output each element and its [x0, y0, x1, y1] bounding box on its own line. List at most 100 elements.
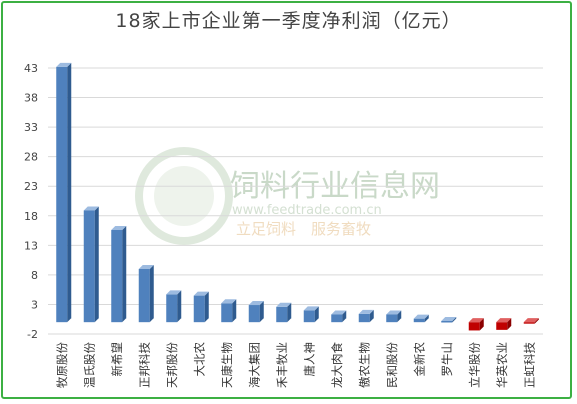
bar-top — [276, 302, 292, 307]
bar-top — [83, 206, 99, 211]
bar-face — [523, 322, 535, 324]
bar — [193, 291, 209, 323]
bar — [413, 314, 429, 323]
bar-side — [232, 299, 237, 323]
bar-series — [56, 62, 539, 331]
bar-face — [166, 294, 178, 323]
x-tick-label: 天康生物 — [220, 342, 234, 388]
x-tick-label: 唐人神 — [302, 342, 316, 377]
x-tick-label: 牧原股份 — [55, 342, 69, 388]
bar-top — [56, 62, 72, 67]
bar-face — [138, 268, 150, 323]
bar-face — [56, 66, 68, 323]
bar-face — [111, 229, 123, 323]
x-tick-label: 罗牛山 — [440, 342, 454, 377]
x-tick-label: 新希望 — [110, 342, 124, 377]
bar — [496, 318, 512, 330]
bar-side — [507, 318, 512, 330]
watermark-url: www.feedtrade.com.cn — [232, 203, 382, 218]
bar — [331, 310, 347, 323]
y-tick-label: -2 — [27, 328, 38, 341]
x-tick-label: 海大集团 — [247, 342, 261, 388]
bar-face — [496, 322, 508, 330]
bar-top — [413, 314, 429, 319]
x-tick-label: 正虹科技 — [522, 342, 536, 388]
y-tick-label: 13 — [24, 239, 38, 252]
bar-face — [248, 305, 260, 323]
bar-top — [166, 290, 182, 295]
bar-side — [94, 206, 99, 323]
watermark-logo-inner — [154, 166, 214, 226]
bar-face — [441, 320, 453, 323]
x-tick-label: 傲农生物 — [357, 342, 371, 388]
bar-side — [122, 225, 127, 323]
watermark-logo-icon — [135, 147, 233, 245]
y-tick-label: 33 — [24, 121, 38, 134]
bar-top — [248, 301, 264, 306]
bar-face — [83, 210, 95, 323]
bar-top — [193, 291, 209, 296]
bar-side — [397, 310, 402, 323]
bar-side — [314, 306, 319, 323]
y-tick-label: 3 — [31, 298, 38, 311]
bar-top — [221, 299, 237, 304]
x-tick-label: 天邦股份 — [165, 342, 179, 388]
y-tick-label: 38 — [24, 92, 38, 105]
bar-face — [303, 310, 315, 323]
bar-face — [276, 306, 288, 323]
bar-face — [413, 318, 425, 323]
bar — [248, 301, 264, 323]
bar-side — [177, 290, 182, 323]
bar — [221, 299, 237, 323]
x-tick-label: 龙大肉食 — [330, 342, 344, 388]
bar-side — [287, 302, 292, 323]
bar-side — [369, 309, 374, 323]
x-tick-label: 华英农业 — [495, 342, 509, 388]
chart-frame — [1, 1, 572, 399]
bar-side — [452, 316, 457, 323]
bar — [56, 62, 72, 323]
bar — [441, 316, 457, 323]
bar-top — [358, 309, 374, 314]
bar — [138, 264, 154, 323]
y-tick-label: 23 — [24, 180, 38, 193]
bar-top — [111, 225, 127, 230]
x-tick-label: 金新农 — [412, 342, 426, 377]
x-tick-label: 禾丰牧业 — [275, 342, 289, 388]
bar-top — [441, 316, 457, 321]
y-tick-label: 8 — [31, 269, 38, 282]
watermark: 饲料行业信息网 www.feedtrade.com.cn 立足饲料 服务畜牧 — [135, 147, 440, 245]
watermark-slogan: 立足饲料 服务畜牧 — [236, 220, 371, 238]
y-tick-label: 43 — [24, 62, 38, 75]
bar-top — [468, 318, 484, 323]
y-tick-label: 28 — [24, 151, 38, 164]
bar-side — [204, 291, 209, 323]
bar-face — [468, 322, 480, 331]
bar-side — [67, 62, 72, 323]
bar — [523, 318, 539, 324]
bar-face — [193, 295, 205, 323]
bar — [358, 309, 374, 323]
bar-face — [331, 314, 343, 323]
bar — [111, 225, 127, 323]
bar-side — [479, 318, 484, 331]
bar — [468, 318, 484, 331]
x-tick-label: 立华股份 — [467, 342, 481, 388]
bar — [303, 306, 319, 323]
bar — [83, 206, 99, 323]
bar-top — [386, 310, 402, 315]
bar-top — [523, 318, 539, 323]
bar-top — [331, 310, 347, 315]
x-tick-label: 大北农 — [192, 342, 206, 377]
bar-side — [534, 318, 539, 324]
bar-top — [138, 264, 154, 269]
bar-side — [259, 301, 264, 323]
grid-lines — [48, 67, 543, 335]
bar — [276, 302, 292, 323]
bar-top — [303, 306, 319, 311]
bar-side — [342, 310, 347, 323]
bar-face — [221, 303, 233, 323]
x-axis: 牧原股份 温氏股份 新希望 正邦科技 天邦股份 大北农 天康生物 海大集团 禾丰牧业 唐人神 龙大肉… — [55, 342, 537, 388]
x-tick-label: 正邦科技 — [137, 342, 151, 388]
